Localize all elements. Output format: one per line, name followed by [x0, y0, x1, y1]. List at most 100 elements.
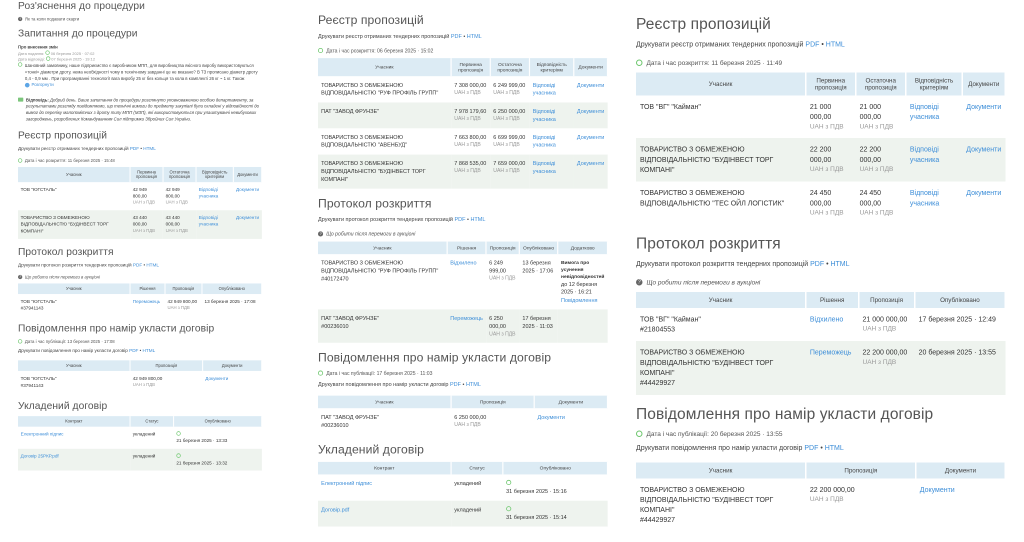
pdf-link[interactable]: PDF — [450, 32, 462, 39]
link-3[interactable]: Відповіді учасника — [532, 159, 556, 175]
link-0[interactable]: Договір 25РКР.pdf — [20, 453, 59, 459]
link-1[interactable]: Переможець — [809, 348, 852, 357]
link-4[interactable]: Документи — [966, 102, 1002, 111]
pdf-link[interactable]: PDF — [810, 259, 825, 268]
link-0[interactable]: Електронний підпис — [20, 431, 64, 437]
table-cell: ТОВАРИСТВО З ОБМЕЖЕНОЮ ВІДПОВІДАЛЬНІСТЮ … — [318, 254, 447, 309]
print-label: Друкувати повідомлення про намір укласти… — [636, 443, 803, 452]
html-link[interactable]: HTML — [470, 215, 486, 223]
cell-value: 7 308 000,00 — [454, 81, 487, 88]
link-1[interactable]: Переможець — [132, 298, 161, 304]
pdf-link[interactable]: PDF — [454, 215, 466, 223]
table-cell: 42 949 800,00 UAH з ПДВ — [165, 294, 202, 316]
data-table: Контракт Статус Опубліковано Електронний пі… — [18, 416, 263, 471]
link-1[interactable]: Відхилено — [809, 314, 844, 323]
question-date: Дата відповіді: 07 березня 2025 · 19:12 — [18, 56, 262, 62]
cell-value: 6 249 999,00 — [493, 81, 526, 88]
pdf-link[interactable]: PDF — [129, 145, 140, 151]
expand-button[interactable]: Розгорнути — [24, 82, 262, 88]
link-4[interactable]: Документи — [576, 133, 605, 141]
column-header: Пропозиція — [451, 395, 535, 409]
column-header: Пропозиція — [805, 462, 917, 479]
table-cell: Відповіді учасника — [530, 76, 574, 102]
table-cell: Документи — [574, 76, 608, 102]
html-link[interactable]: HTML — [824, 443, 844, 452]
table-cell: Відповіді учасника — [530, 128, 574, 154]
table-cell: ТОВАРИСТВО З ОБМЕЖЕНОЮ ВІДПОВІДАЛЬНІСТЮ … — [636, 341, 806, 395]
table-header-row: Учасник Первинна пропозиція Остаточна проп… — [18, 166, 263, 182]
table-cell: укладений — [451, 474, 503, 500]
pdf-link[interactable]: PDF — [450, 380, 461, 388]
link-4[interactable]: Документи — [235, 214, 260, 221]
link-4[interactable]: Документи — [235, 186, 260, 192]
requirement-title: Вимога про усунення невідповідностей — [561, 259, 605, 280]
link-0[interactable]: Договір.pdf — [321, 506, 350, 513]
table-header-row: Учасник Первинна пропозиція Остаточна проп… — [636, 72, 1006, 96]
html-link[interactable]: HTML — [146, 261, 159, 268]
link-2[interactable]: Документи — [919, 485, 955, 494]
link-4[interactable]: Документи — [966, 145, 1002, 154]
html-link[interactable]: HTML — [465, 380, 481, 388]
table-cell: ТОВ "ЮГСТАЛЬ" #37941143 — [18, 294, 130, 316]
print-links: Друкувати повідомлення про намір укласти… — [636, 443, 1006, 451]
pdf-link[interactable]: PDF — [132, 261, 143, 268]
link-3[interactable]: Відповіді учасника — [909, 102, 940, 121]
print-links: Друкувати реєстр отриманих тендерних про… — [318, 33, 608, 39]
help-link[interactable]: ? Що робити після перемоги в аукціоні — [318, 231, 608, 237]
link-2[interactable]: Документи — [537, 413, 565, 421]
participant-id: #00236010 — [321, 322, 349, 330]
currency-note: UAH з ПДВ — [493, 141, 520, 148]
cell-value: 17 березня 2025 · 12:49 — [918, 314, 996, 323]
separator: • — [143, 261, 146, 268]
link-4[interactable]: Повідомлення — [561, 296, 598, 303]
cell-value: 31 березня 2025 · 15:14 — [506, 513, 567, 521]
help-link[interactable]: ? Що робити після перемоги в аукціоні — [636, 278, 1006, 286]
clock-icon — [18, 62, 23, 67]
link-4[interactable]: Документи — [576, 81, 605, 88]
html-link[interactable]: HTML — [143, 145, 156, 151]
link-3[interactable]: Відповіді учасника — [909, 188, 940, 207]
link-3[interactable]: Відповіді учасника — [198, 186, 219, 199]
expand-icon — [24, 82, 30, 88]
link-3[interactable]: Відповіді учасника — [909, 145, 940, 164]
html-link[interactable]: HTML — [142, 347, 156, 354]
link-3[interactable]: Відповіді учасника — [532, 81, 556, 96]
cell-value: 43 440 000,00 — [165, 214, 180, 227]
link-4[interactable]: Документи — [576, 159, 605, 167]
html-link[interactable]: HTML — [825, 40, 845, 48]
cell-value: ТОВ "ЮГСТАЛЬ" — [20, 375, 57, 381]
table-cell: Документи — [962, 96, 1005, 139]
help-link[interactable]: ? Що робити після перемоги в аукціоні — [18, 275, 262, 279]
cell-value: ТОВАРИСТВО З ОБМЕЖЕНОЮ ВІДПОВІДАЛЬНІСТЮ … — [640, 145, 774, 174]
help-link[interactable]: ? Як та коли подавати скарги — [18, 17, 262, 21]
table-cell: 31 березня 2025 · 15:14 — [502, 500, 608, 527]
cell-value: 6 250 000,00 — [489, 314, 506, 330]
link-3[interactable]: Відповіді учасника — [198, 214, 219, 227]
currency-note: UAH з ПДВ — [859, 122, 894, 130]
clock-icon — [318, 47, 324, 54]
table-cell: Відповіді учасника — [906, 96, 962, 139]
pdf-link[interactable]: PDF — [805, 40, 820, 48]
link-0[interactable]: Електронний підпис — [321, 479, 373, 487]
table-header-row: Учасник Рішення Пропозиція Опубліковано Дода… — [318, 241, 609, 255]
section-heading: Укладений договір — [18, 399, 108, 412]
pdf-link[interactable]: PDF — [804, 443, 819, 452]
html-link[interactable]: HTML — [830, 259, 850, 268]
table-cell: ТОВАРИСТВО З ОБМЕЖЕНОЮ ВІДПОВІДАЛЬНІСТЮ … — [636, 138, 806, 182]
column-header: Документи — [534, 395, 609, 409]
link-4[interactable]: Документи — [966, 188, 1002, 197]
link-3[interactable]: Відповіді учасника — [532, 133, 556, 149]
link-2[interactable]: Документи — [205, 375, 229, 381]
answer-text-wrap: Відповідь: Добрий день. Ваше запитання д… — [26, 97, 262, 123]
pdf-link[interactable]: PDF — [129, 347, 139, 354]
clock-icon — [45, 50, 50, 55]
link-1[interactable]: Переможець — [450, 314, 483, 322]
column-header: Остаточна пропозиція — [490, 58, 531, 77]
link-4[interactable]: Документи — [576, 107, 605, 115]
link-3[interactable]: Відповіді учасника — [532, 107, 556, 122]
link-1[interactable]: Відхилено — [450, 259, 477, 266]
column-header: Учасник — [18, 360, 131, 372]
cell-value: 21 000 000,00 — [809, 102, 832, 121]
html-link[interactable]: HTML — [466, 32, 482, 39]
cell-value: ТОВАРИСТВО З ОБМЕЖЕНОЮ ВІДПОВІДАЛЬНІСТЮ … — [640, 485, 774, 514]
